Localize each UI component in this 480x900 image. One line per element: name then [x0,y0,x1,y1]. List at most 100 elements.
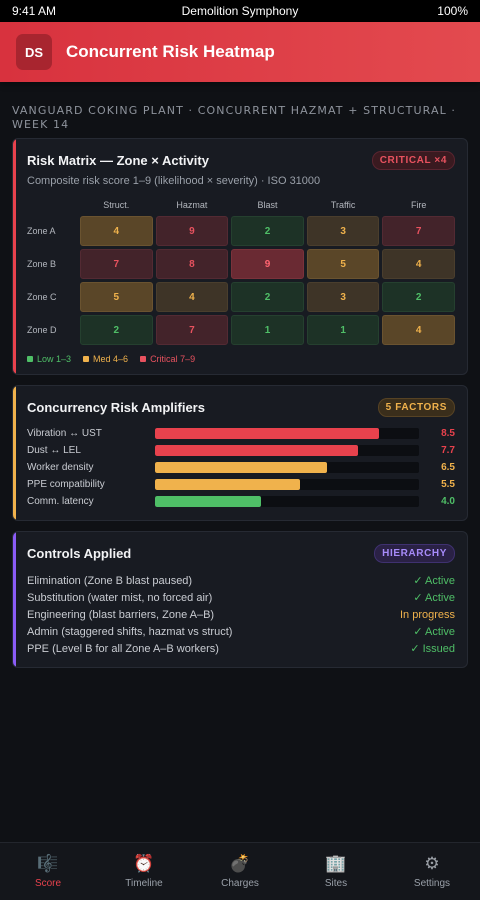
legend-swatch [27,356,33,362]
nav-item-settings[interactable]: ⚙ Settings [384,843,480,900]
amplifier-value: 5.5 [441,479,455,490]
control-name: PPE (Level B for all Zone A–B workers) [27,642,219,655]
gear-icon: ⚙ [424,854,440,873]
page-title: Concurrent Risk Heatmap [66,42,275,61]
matrix-cell[interactable]: 2 [231,282,304,312]
nav-item-score[interactable]: 🎼 Score [0,843,96,900]
legend-label: Med 4–6 [93,354,129,364]
control-row: Engineering (blast barriers, Zone A–B) In… [27,606,455,623]
matrix-row-header: Zone A [27,226,56,236]
amplifier-bar-fill [155,462,327,473]
matrix-cell[interactable]: 7 [80,249,153,279]
amplifier-bar-track [155,496,419,507]
matrix-cell[interactable]: 2 [231,216,304,246]
control-status: In progress [399,608,455,621]
legend-label: Critical 7–9 [150,354,196,364]
app-logo[interactable]: DS [16,34,52,70]
control-name: Elimination (Zone B blast paused) [27,574,193,587]
matrix-cell[interactable]: 5 [306,249,380,279]
matrix-cell[interactable]: 4 [80,216,153,246]
matrix-cell[interactable]: 3 [306,216,380,246]
legend-swatch [140,356,147,362]
matrix-row-header: Zone B [27,259,57,269]
nav-item-timeline[interactable]: ⏰ Timeline [96,843,192,900]
status-bar: 9:41 AM Demolition Symphony 100% [0,0,480,22]
matrix-column-header: Hazmat [176,200,208,210]
nav-label: Score [34,878,62,889]
app-header: DS Concurrent Risk Heatmap [0,22,480,82]
matrix-cell[interactable]: 4 [382,249,455,279]
amplifier-value: 4.0 [441,496,455,507]
amplifier-bar-track [155,479,419,490]
matrix-cell[interactable]: 8 [155,249,229,279]
control-status: ✓ Active [413,626,455,638]
risk-matrix-card: Risk Matrix — Zone × Activity CRITICAL ×… [12,138,468,375]
matrix-cell[interactable]: 1 [306,315,380,345]
matrix-column-header: Blast [257,200,278,210]
building-icon: 🏢 [325,854,347,873]
controls-title: Controls Applied [27,546,132,561]
matrix-column-header: Fire [410,200,427,210]
matrix-cell[interactable]: 9 [155,216,229,246]
matrix-cell[interactable]: 2 [382,282,455,312]
hierarchy-badge: HIERARCHY [374,544,455,563]
matrix-cell[interactable]: 4 [155,282,229,312]
amplifier-label: PPE compatibility [27,479,105,490]
nav-label: Settings [413,878,451,889]
matrix-cell[interactable]: 1 [231,315,304,345]
matrix-corner [27,197,77,213]
legend-item: Low 1–3 [27,354,71,364]
amplifier-label: Worker density [27,462,94,473]
alarm-clock-icon: ⏰ [133,854,155,873]
control-row: PPE (Level B for all Zone A–B workers) ✓ … [27,640,455,657]
status-title: Demolition Symphony [181,4,299,18]
nav-label: Sites [324,878,348,889]
risk-matrix-subtitle: Composite risk score 1–9 (likelihood × s… [27,175,321,187]
amplifier-bar-fill [155,479,301,490]
matrix-cell[interactable]: 5 [80,282,153,312]
amplifier-list: Vibration ↔ UST 8.5 Dust ↔ LEL 7.7 Worker de… [27,425,455,510]
amplifier-label: Comm. latency [27,496,94,507]
matrix-cell[interactable]: 9 [231,249,304,279]
amplifier-label: Dust ↔ LEL [27,445,81,456]
site-subheader: VANGUARD COKING PLANT · CONCURRENT HAZMA… [12,104,456,131]
bomb-icon: 💣 [229,854,251,873]
amplifier-value: 7.7 [441,445,455,456]
legend-label: Low 1–3 [37,354,72,364]
control-name: Admin (staggered shifts, hazmat vs struc… [27,625,233,638]
nav-item-sites[interactable]: 🏢 Sites [288,843,384,900]
matrix-row-header: Zone D [27,325,57,335]
score-icon: 🎼 [37,854,59,873]
amplifier-row: Worker density 6.5 [27,459,455,476]
matrix-cell[interactable]: 7 [155,315,229,345]
amplifier-row: Dust ↔ LEL 7.7 [27,442,455,459]
risk-matrix-title: Risk Matrix — Zone × Activity [27,153,209,168]
control-name: Substitution (water mist, no forced air) [27,591,213,604]
control-name: Engineering (blast barriers, Zone A–B) [27,608,215,621]
amplifier-bar-fill [155,496,261,507]
control-status: ✓ Active [413,575,455,587]
nav-item-charges[interactable]: 💣 Charges [192,843,288,900]
controls-list: Elimination (Zone B blast paused) ✓ Activ… [27,572,455,657]
amplifier-label: Vibration ↔ UST [27,428,102,439]
amplifier-bar-track [155,445,419,456]
amplifier-bar-fill [155,445,359,456]
amplifier-bar-track [155,462,419,473]
control-status: ✓ Issued [410,643,455,655]
legend-item: Med 4–6 [83,354,128,364]
control-status: ✓ Active [413,592,455,604]
card-accent-bar [13,386,16,520]
bottom-nav: 🎼 Score ⏰ Timeline 💣 Charges 🏢 Sites ⚙ Settings [0,842,480,900]
amplifiers-title: Concurrency Risk Amplifiers [27,400,205,415]
amplifier-row: Vibration ↔ UST 8.5 [27,425,455,442]
matrix-cell[interactable]: 3 [306,282,380,312]
amplifier-bar-track [155,428,419,439]
card-accent-bar [13,139,16,374]
nav-label: Charges [221,878,259,889]
amplifier-row: PPE compatibility 5.5 [27,476,455,493]
matrix-cell[interactable]: 2 [80,315,153,345]
matrix-cell[interactable]: 4 [382,315,455,345]
risk-legend: Low 1–3 Med 4–6 Critical 7–9 [27,354,455,364]
matrix-cell[interactable]: 7 [382,216,455,246]
